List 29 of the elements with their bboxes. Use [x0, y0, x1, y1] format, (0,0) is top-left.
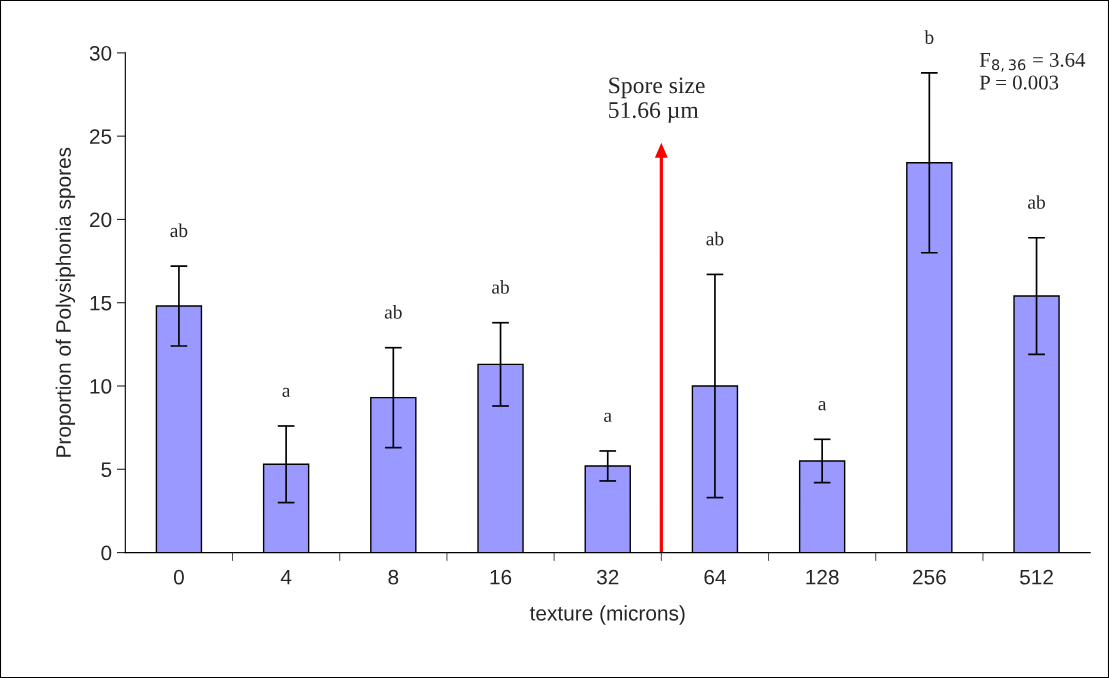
y-tick-label: 25 — [90, 129, 112, 144]
x-axis-title: texture (microns) — [529, 605, 685, 625]
x-tick-label: 16 — [490, 569, 512, 585]
annotation: ab — [384, 305, 402, 319]
annotation: a — [282, 387, 291, 398]
x-tick-label: 128 — [806, 569, 839, 585]
y-tick-label: 20 — [90, 212, 112, 228]
x-tick-label: 64 — [704, 569, 726, 585]
x-tick-label: 8 — [388, 569, 399, 585]
x-tick-label: 32 — [596, 569, 619, 585]
y-tick-label: 15 — [90, 295, 112, 311]
annotation: ab — [170, 223, 188, 238]
annotation: ab — [492, 280, 509, 294]
x-tick-label: 4 — [280, 570, 292, 585]
text: b — [924, 30, 934, 44]
annotation: F$_{8,36}$ = 3.64 P = 0.003 — [979, 52, 1086, 90]
y-tick-label: 10 — [90, 379, 112, 394]
annotation: Spore size 51.66 µm — [609, 77, 705, 123]
y-tick-label: 0 — [101, 545, 112, 561]
y-tick-label: 5 — [101, 462, 112, 478]
annotation: ab — [706, 231, 724, 246]
y-tick-label: 30 — [89, 45, 112, 61]
x-tick-label: 256 — [913, 569, 946, 585]
annotation: a — [818, 401, 827, 411]
x-tick-label: 0 — [173, 569, 184, 585]
y-axis-title: Proportion of Polysiphonia spores — [55, 147, 76, 457]
annotation: ab — [1028, 195, 1045, 209]
x-tick-label: 512 — [1020, 569, 1053, 585]
annotation: a — [604, 412, 612, 423]
